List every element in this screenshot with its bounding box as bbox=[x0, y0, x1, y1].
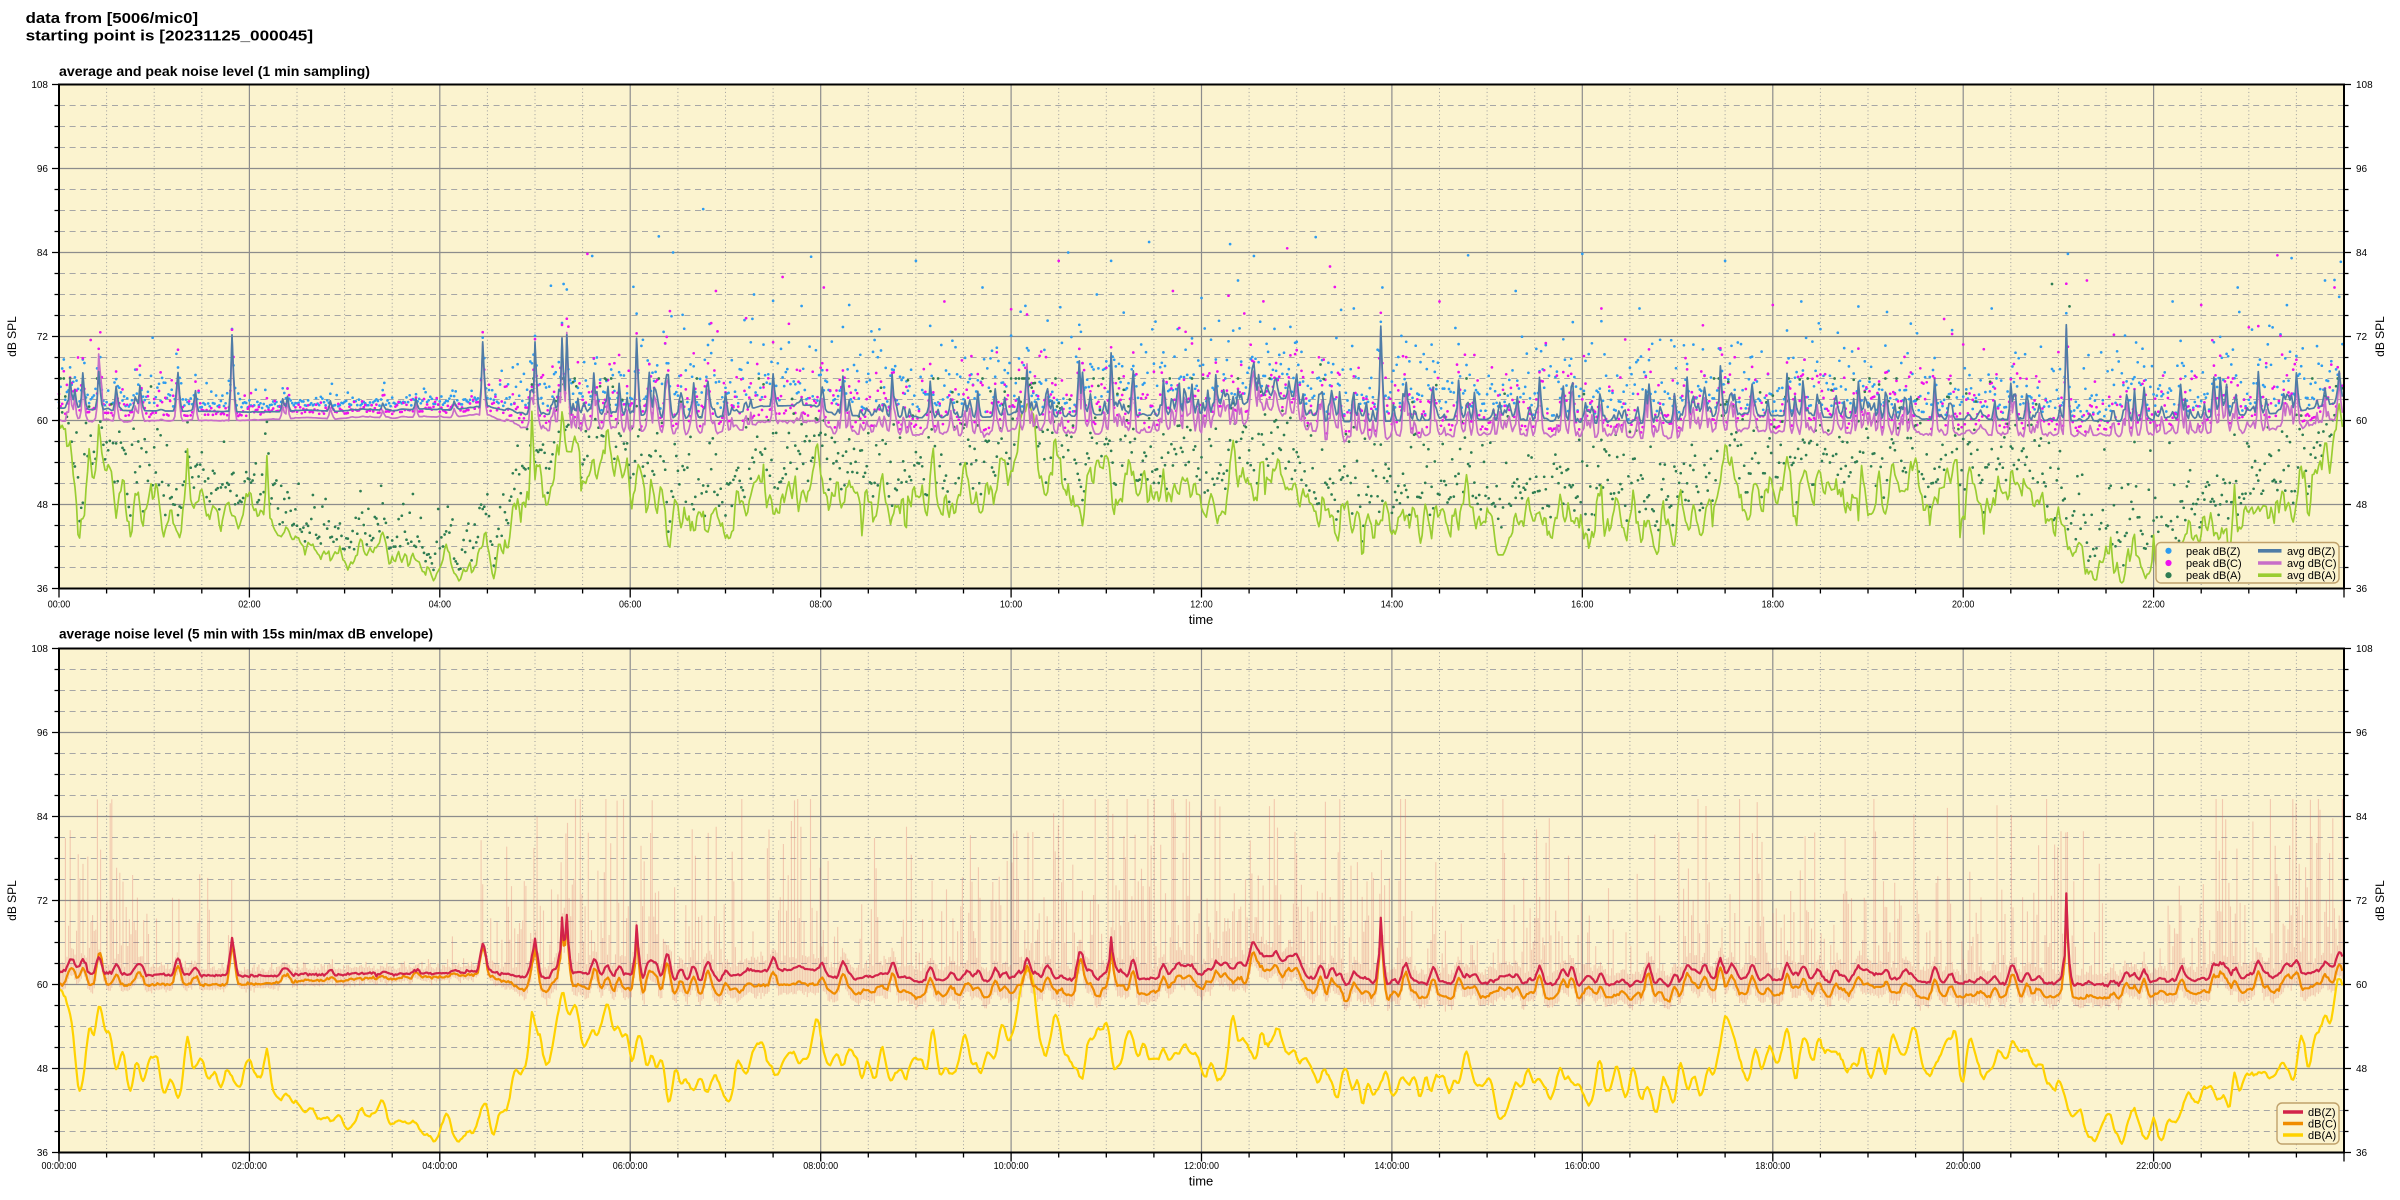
svg-text:16:00:00: 16:00:00 bbox=[1565, 1161, 1600, 1172]
svg-text:04:00: 04:00 bbox=[429, 599, 452, 610]
svg-text:22:00:00: 22:00:00 bbox=[2136, 1161, 2171, 1172]
svg-text:72: 72 bbox=[37, 332, 49, 343]
svg-text:time: time bbox=[1189, 1174, 1214, 1189]
svg-text:10:00:00: 10:00:00 bbox=[994, 1161, 1029, 1172]
svg-text:96: 96 bbox=[37, 728, 49, 739]
svg-text:10:00: 10:00 bbox=[1000, 599, 1023, 610]
svg-text:02:00:00: 02:00:00 bbox=[232, 1161, 267, 1172]
svg-text:60: 60 bbox=[37, 416, 49, 427]
svg-text:dB SPL: dB SPL bbox=[5, 316, 19, 357]
svg-text:dB SPL: dB SPL bbox=[2373, 316, 2387, 357]
svg-text:16:00: 16:00 bbox=[1571, 599, 1594, 610]
svg-text:dB SPL: dB SPL bbox=[5, 880, 19, 921]
svg-text:08:00:00: 08:00:00 bbox=[803, 1161, 838, 1172]
svg-text:12:00: 12:00 bbox=[1190, 599, 1213, 610]
svg-text:72: 72 bbox=[2356, 896, 2368, 907]
svg-text:60: 60 bbox=[37, 980, 49, 991]
svg-text:60: 60 bbox=[2356, 980, 2368, 991]
svg-text:20:00: 20:00 bbox=[1952, 599, 1975, 610]
svg-text:84: 84 bbox=[37, 812, 49, 823]
svg-text:36: 36 bbox=[2356, 1148, 2368, 1159]
svg-text:06:00:00: 06:00:00 bbox=[613, 1161, 648, 1172]
svg-text:22:00: 22:00 bbox=[2142, 599, 2165, 610]
svg-text:avg dB(Z): avg dB(Z) bbox=[2287, 546, 2335, 558]
svg-text:108: 108 bbox=[2356, 80, 2373, 91]
svg-text:dB(C): dB(C) bbox=[2308, 1119, 2337, 1131]
svg-text:72: 72 bbox=[37, 896, 49, 907]
svg-text:48: 48 bbox=[2356, 1064, 2368, 1075]
svg-text:00:00: 00:00 bbox=[48, 599, 71, 610]
svg-text:20:00:00: 20:00:00 bbox=[1946, 1161, 1981, 1172]
svg-text:48: 48 bbox=[37, 500, 49, 511]
svg-text:starting point is [20231125_00: starting point is [20231125_000045] bbox=[26, 28, 314, 45]
svg-text:average and peak noise level (: average and peak noise level (1 min samp… bbox=[59, 63, 370, 79]
svg-text:dB(Z): dB(Z) bbox=[2308, 1107, 2336, 1119]
svg-text:08:00: 08:00 bbox=[810, 599, 833, 610]
svg-text:peak dB(C): peak dB(C) bbox=[2186, 558, 2242, 570]
svg-text:108: 108 bbox=[31, 644, 48, 655]
svg-text:dB SPL: dB SPL bbox=[2373, 880, 2387, 921]
svg-text:84: 84 bbox=[2356, 248, 2368, 259]
svg-text:average noise level (5 min wit: average noise level (5 min with 15s min/… bbox=[59, 626, 433, 642]
svg-text:02:00: 02:00 bbox=[238, 599, 261, 610]
svg-text:96: 96 bbox=[2356, 728, 2368, 739]
svg-text:avg dB(C): avg dB(C) bbox=[2287, 558, 2337, 570]
svg-text:36: 36 bbox=[2356, 584, 2368, 595]
svg-text:peak dB(A): peak dB(A) bbox=[2186, 570, 2241, 582]
svg-text:84: 84 bbox=[37, 248, 49, 259]
svg-text:14:00:00: 14:00:00 bbox=[1374, 1161, 1409, 1172]
svg-text:18:00:00: 18:00:00 bbox=[1755, 1161, 1790, 1172]
svg-text:72: 72 bbox=[2356, 332, 2368, 343]
svg-text:96: 96 bbox=[37, 164, 49, 175]
svg-text:60: 60 bbox=[2356, 416, 2368, 427]
svg-text:96: 96 bbox=[2356, 164, 2368, 175]
svg-text:06:00: 06:00 bbox=[619, 599, 642, 610]
svg-text:12:00:00: 12:00:00 bbox=[1184, 1161, 1219, 1172]
svg-text:data from [5006/mic0]: data from [5006/mic0] bbox=[26, 10, 199, 27]
svg-text:36: 36 bbox=[37, 584, 49, 595]
svg-text:avg dB(A): avg dB(A) bbox=[2287, 570, 2336, 582]
svg-text:84: 84 bbox=[2356, 812, 2368, 823]
svg-text:time: time bbox=[1189, 612, 1214, 627]
svg-text:48: 48 bbox=[2356, 500, 2368, 511]
svg-text:48: 48 bbox=[37, 1064, 49, 1075]
svg-text:108: 108 bbox=[31, 80, 48, 91]
svg-text:00:00:00: 00:00:00 bbox=[42, 1161, 77, 1172]
svg-text:peak dB(Z): peak dB(Z) bbox=[2186, 546, 2240, 558]
svg-text:04:00:00: 04:00:00 bbox=[422, 1161, 457, 1172]
svg-text:14:00: 14:00 bbox=[1381, 599, 1404, 610]
svg-text:36: 36 bbox=[37, 1148, 49, 1159]
svg-text:108: 108 bbox=[2356, 644, 2373, 655]
svg-text:dB(A): dB(A) bbox=[2308, 1130, 2336, 1142]
svg-text:18:00: 18:00 bbox=[1762, 599, 1785, 610]
